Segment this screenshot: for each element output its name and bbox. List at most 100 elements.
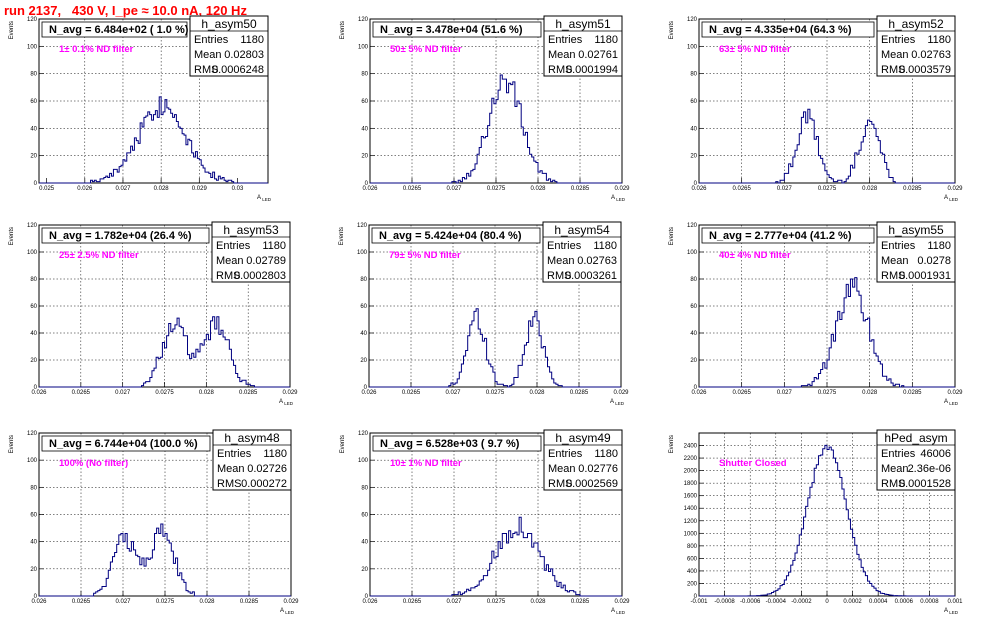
y-tick-label: 60 (690, 99, 697, 105)
x-tick-label: 0.026 (362, 186, 378, 192)
x-tick-label: 0.028 (862, 390, 878, 396)
stat-label: RMS (881, 64, 905, 76)
navg-box (701, 21, 875, 38)
x-tick-label: -0.0002 (791, 599, 812, 605)
histogram-trace (699, 277, 955, 388)
y-tick-label: 40 (690, 126, 697, 132)
x-tick-label: 0.0265 (732, 390, 751, 396)
navg-label: N_avg = 5.424e+04 (80.4 %) (379, 230, 522, 242)
stat-value: 0.02763 (577, 255, 617, 267)
navg-label: N_avg = 2.777e+04 (41.2 %) (709, 230, 852, 242)
filter-label: Shutter Closed (719, 458, 787, 469)
x-tick-label: 0.028 (154, 186, 170, 192)
stats-box (543, 429, 623, 491)
stat-label: RMS (548, 64, 572, 76)
stat-label: Mean (881, 463, 909, 475)
y-tick-label: 1600 (684, 494, 698, 500)
x-axis-title: A LED (944, 608, 959, 615)
filter-label: 79± 5% ND filter (389, 250, 461, 261)
x-tick-label: 0.0275 (818, 186, 837, 192)
x-tick-label: 0.028 (530, 186, 546, 192)
y-tick-label: 1200 (684, 519, 698, 525)
y-axis-title: Events (339, 227, 345, 245)
histogram-name: h_asym53 (223, 223, 279, 237)
stat-value: 1180 (594, 34, 618, 46)
x-tick-label: 0.026 (77, 186, 93, 192)
stat-label: Mean (881, 49, 909, 61)
stat-label: Entries (881, 34, 916, 46)
histogram-panel-h_asym52: 0.026 0.0265 0.027 0.0275 0.028 0.0285 0.029 0 2… (669, 15, 963, 202)
stat-value: 0.0001994 (566, 64, 618, 76)
x-tick-label: 0.027 (777, 186, 793, 192)
x-tick-label: 0.027 (446, 599, 462, 605)
y-tick-label: 80 (30, 485, 37, 491)
x-tick-label: 0.0265 (403, 599, 422, 605)
filter-label: 40± 4% ND filter (719, 250, 791, 261)
navg-label: N_avg = 6.744e+04 (100.0 %) (49, 438, 198, 450)
histogram-trace (699, 444, 955, 597)
y-tick-label: 40 (690, 331, 697, 337)
y-tick-label: 600 (687, 556, 698, 562)
x-tick-label: 0.0285 (570, 390, 589, 396)
x-tick-label: 0.026 (31, 599, 47, 605)
navg-label: N_avg = 4.335e+04 (64.3 %) (709, 24, 852, 36)
x-tick-label: 0.0008 (920, 599, 939, 605)
x-tick-label: 0.027 (115, 390, 131, 396)
histogram-trace (39, 96, 268, 184)
x-tick-label: 0.0265 (732, 186, 751, 192)
y-tick-label: 80 (360, 277, 367, 283)
histogram-panel-h_asym54: 0.026 0.0265 0.027 0.0275 0.028 0.0285 0.029 0 2… (339, 221, 629, 406)
y-tick-label: 20 (690, 358, 697, 364)
filter-label: 63± 5% ND filter (719, 44, 791, 55)
y-tick-label: 60 (360, 304, 367, 310)
y-tick-label: 60 (690, 304, 697, 310)
stat-label: RMS (217, 478, 241, 490)
x-axis-title: A LED (279, 399, 294, 406)
x-tick-label: 0.0006 (895, 599, 914, 605)
stats-box (876, 15, 956, 77)
y-tick-label: 120 (357, 223, 368, 229)
y-tick-label: 20 (361, 154, 368, 160)
x-tick-label: 0.0275 (818, 390, 837, 396)
x-axis-title: A LED (257, 195, 272, 202)
y-tick-label: 20 (360, 358, 367, 364)
x-tick-label: -0.0004 (766, 599, 787, 605)
x-tick-label: 0 (825, 599, 829, 605)
x-tick-label: 0.0275 (487, 186, 506, 192)
y-tick-label: 60 (361, 99, 368, 105)
y-tick-label: 2400 (684, 444, 698, 450)
y-tick-label: 20 (30, 358, 37, 364)
y-tick-label: 200 (687, 581, 698, 587)
histogram-name: h_asym52 (888, 17, 944, 31)
x-axis-title: A LED (944, 195, 959, 202)
stat-value: 1180 (262, 240, 286, 252)
histogram-name: h_asym51 (555, 17, 611, 31)
stat-value: 0.000272 (241, 478, 287, 490)
stat-value: 0.0006248 (212, 64, 264, 76)
navg-box (41, 227, 210, 244)
x-tick-label: 0.026 (362, 599, 378, 605)
y-tick-label: 120 (27, 17, 38, 23)
stat-label: Entries (881, 448, 916, 460)
y-tick-label: 80 (361, 485, 368, 491)
stat-label: RMS (881, 270, 905, 282)
stats-box (876, 429, 956, 491)
y-tick-label: 100 (27, 44, 38, 50)
x-tick-label: 0.0002 (843, 599, 862, 605)
stat-label: RMS (548, 478, 572, 490)
stat-value: 1180 (594, 448, 618, 460)
x-tick-label: 0.0275 (487, 599, 506, 605)
x-tick-label: 0.029 (614, 599, 630, 605)
y-tick-label: 400 (687, 569, 698, 575)
run-title: run 2137, 430 V, I_pe ≈ 10.0 nA, 120 Hz (4, 3, 247, 18)
stat-value: 2.36e-06 (908, 463, 951, 475)
stat-value: 1180 (927, 34, 951, 46)
navg-label: N_avg = 6.484e+02 ( 1.0 %) (49, 24, 189, 36)
x-tick-label: -0.0008 (714, 599, 735, 605)
filter-label: 10± 1% ND filter (390, 458, 462, 469)
x-axis-title: A LED (944, 399, 959, 406)
y-tick-label: 60 (30, 304, 37, 310)
histogram-name: hPed_asym (884, 431, 947, 445)
y-tick-label: 0 (364, 385, 368, 391)
stat-value: 0.02803 (224, 49, 264, 61)
